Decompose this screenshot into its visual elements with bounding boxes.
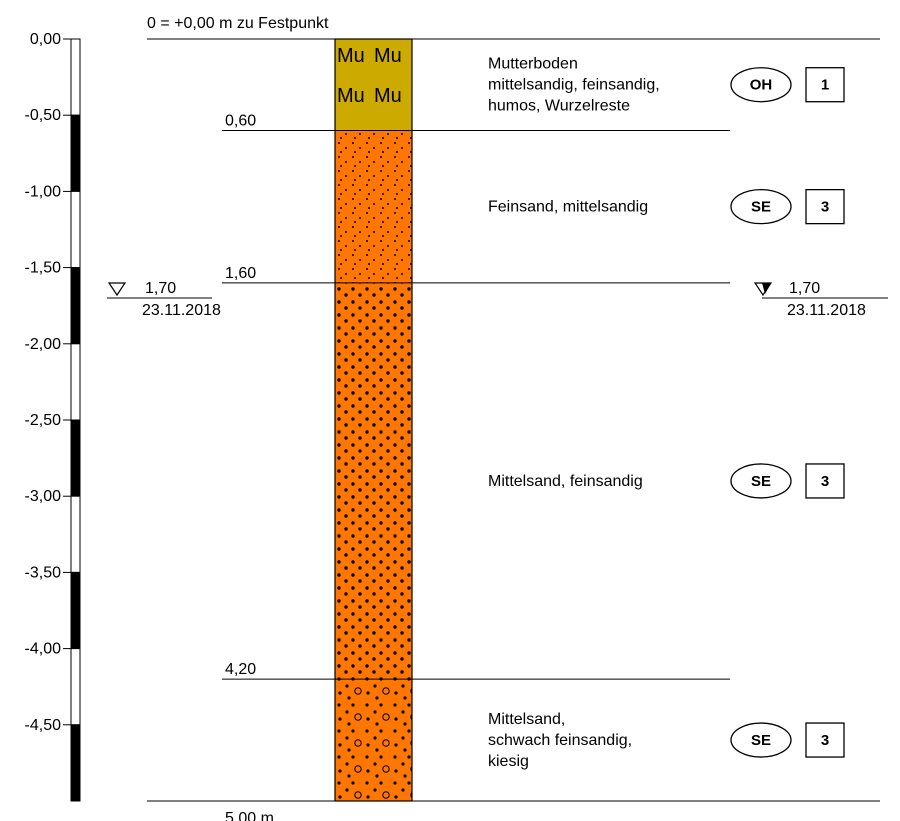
layer-boundary-depth: 4,20 [225,661,256,678]
layer-description: Feinsand, mittelsandig [488,199,648,216]
layer-description: humos, Wurzelreste [488,98,630,115]
soil-class-label: 3 [821,732,829,749]
groundwater-markers: 1,70 23.11.2018 1,70 23.11.2018 [107,280,888,319]
soil-class-label: 1 [821,77,829,94]
groundwater-stabilized-date: 23.11.2018 [787,302,866,319]
scale-tick-label: -4,00 [25,641,62,658]
layer-boundary-depth: 5,00 m [225,810,274,821]
scale-tick-label: -0,50 [25,107,62,124]
soil-layer-pattern [335,282,412,680]
soil-class-label: 3 [821,473,829,490]
layer-description: kiesig [488,753,529,770]
soil-layer-pattern [335,130,412,283]
soil-group-label: SE [751,473,771,490]
soil-layer-fill [335,39,412,131]
scale-tick-label: -2,50 [25,412,62,429]
reference-label: 0 = +0,00 m zu Festpunkt [147,15,329,32]
soil-class-box [805,67,845,103]
scale-tick-label: -1,00 [25,183,62,200]
scale-segment [70,267,81,345]
groundwater-encountered-icon [107,282,127,297]
scale-segment [70,571,81,650]
scale-segment [70,114,81,192]
layer-annotations: 0,60 Mutterboden mittelsandig, feinsandig,… [147,56,880,821]
mu-pattern-label: Mu [337,45,365,67]
soil-group-badge [730,722,792,758]
mu-pattern-label: Mu [337,85,365,107]
layer-description: mittelsandig, feinsandig, [488,77,660,94]
soil-group-label: SE [751,732,771,749]
scale-tick-label: -2,00 [25,336,62,353]
scale-segment [70,190,81,269]
mu-pattern-label: Mu [374,85,402,107]
soil-group-badge [730,188,792,225]
layer-description: schwach feinsandig, [488,732,632,749]
soil-group-badge [730,67,792,103]
scale-segment [70,38,81,116]
scale-tick-label: -4,50 [25,717,62,734]
soil-class-label: 3 [821,199,829,216]
layer-boundary-depth: 0,60 [225,112,256,129]
soil-group-label: OH [750,77,773,94]
scale-segment [70,419,81,497]
scale-segment [70,343,81,421]
layer-description: Mutterboden [488,56,578,73]
scale-tick-label: -3,00 [25,488,62,505]
soil-group-label: SE [751,199,771,216]
soil-column: Mu Mu Mu Mu [334,38,413,802]
soil-class-box [805,188,845,225]
layer-description: Mittelsand, [488,711,565,728]
scale-segment [70,648,81,726]
mu-pattern-label: Mu [374,45,402,67]
scale-tick-label: -1,50 [25,260,62,277]
layer-description: Mittelsand, feinsandig [488,473,643,490]
scale-segment [70,495,81,573]
depth-scale: 0,00 -0,50 -1,00 -1,50 -2,00 -2,50 -3,00 -3,50 -… [25,31,81,802]
groundwater-stabilized-depth: 1,70 [789,280,820,297]
groundwater-encountered-depth: 1,70 [145,280,176,297]
scale-segment [70,724,81,802]
scale-tick-label: 0,00 [30,31,61,48]
soil-layer-pattern [335,679,412,801]
soil-group-badge [730,463,792,499]
scale-tick-label: -3,50 [25,564,62,581]
soil-class-box [805,463,845,499]
groundwater-encountered-date: 23.11.2018 [142,302,221,319]
soil-class-box [805,722,845,758]
layer-boundary-depth: 1,60 [225,265,256,282]
